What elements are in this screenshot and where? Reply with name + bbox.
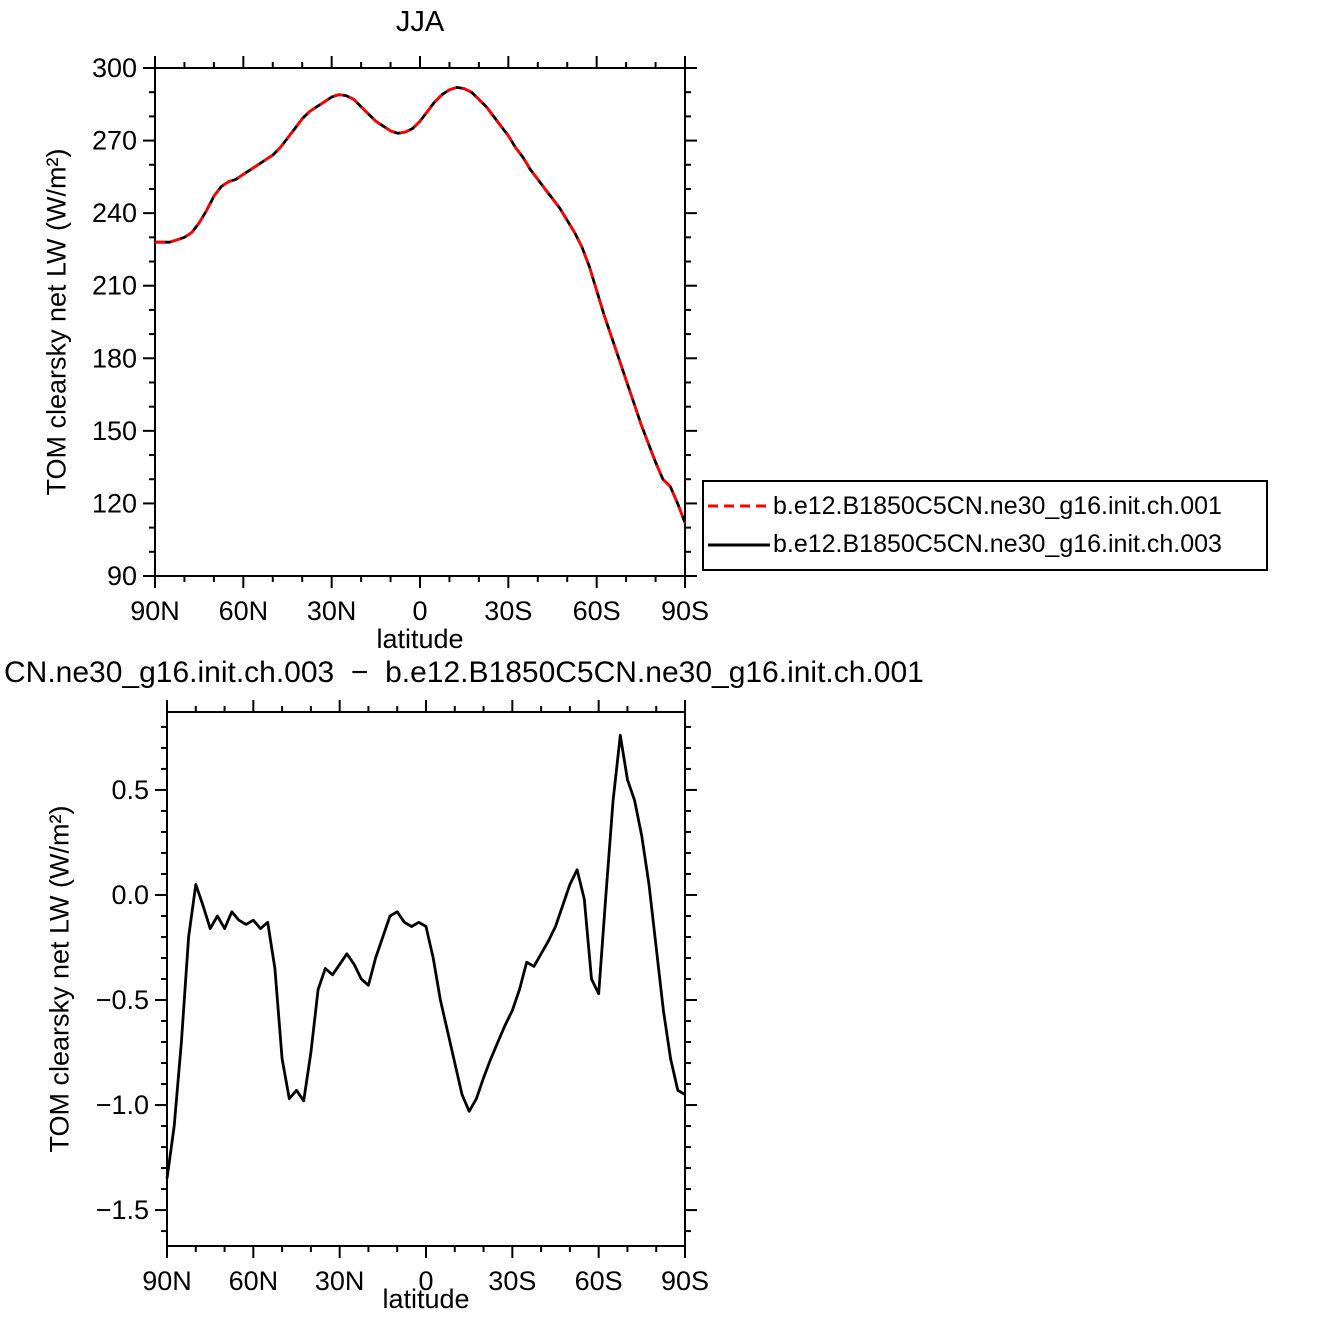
x-tick-label: 90N — [142, 1266, 192, 1296]
x-tick-label: 0 — [412, 596, 427, 626]
bottom-chart-xlabel: latitude — [382, 1284, 470, 1314]
x-tick-label: 30N — [307, 596, 357, 626]
series-line — [165, 733, 686, 1179]
x-tick-label: 30S — [484, 596, 532, 626]
x-tick-label: 30S — [488, 1266, 536, 1296]
y-tick-label: 240 — [92, 198, 137, 228]
y-tick-label: −1.0 — [96, 1090, 149, 1120]
x-tick-label: 0 — [418, 1266, 433, 1296]
plot-frame — [166, 711, 686, 1247]
y-tick-label: −0.5 — [96, 985, 149, 1015]
plot-frame-and-ticks — [143, 56, 697, 588]
legend-item: b.e12.B1850C5CN.ne30_g16.init.ch.003 — [708, 530, 1266, 559]
legend-line-red-dashed-icon — [708, 504, 770, 508]
y-tick-label: 150 — [92, 416, 137, 446]
legend-label: b.e12.B1850C5CN.ne30_g16.init.ch.003 — [773, 530, 1222, 559]
y-tick-label: 180 — [92, 343, 137, 373]
y-tick-label: 90 — [107, 561, 137, 591]
bottom-chart-ylabel: TOM clearsky net LW (W/m²) — [44, 805, 75, 1153]
x-tick-label: 90S — [661, 1266, 709, 1296]
series-line — [155, 86, 687, 524]
y-tick-label: 120 — [92, 488, 137, 518]
y-tick-label: 300 — [92, 53, 137, 83]
x-tick-label: 90S — [661, 596, 709, 626]
top-chart-xlabel: latitude — [376, 624, 464, 654]
y-tick-label: 0.5 — [111, 775, 149, 805]
x-tick-label: 60N — [229, 1266, 279, 1296]
y-tick-label: 210 — [92, 271, 137, 301]
top-chart-title: JJA — [395, 6, 445, 38]
x-tick-label: 90N — [130, 596, 180, 626]
x-tick-label: 60S — [573, 596, 621, 626]
x-tick-label: 30N — [315, 1266, 365, 1296]
y-tick-label: −1.5 — [96, 1195, 149, 1225]
y-tick-label: 0.0 — [111, 880, 149, 910]
bottom-chart-title: CN.ne30_g16.init.ch.003 − b.e12.B1850C5C… — [4, 656, 924, 689]
y-tick-label: 270 — [92, 126, 137, 156]
plot-frame-and-ticks — [155, 700, 697, 1258]
legend-label: b.e12.B1850C5CN.ne30_g16.init.ch.001 — [773, 491, 1222, 520]
legend-line-black-solid-icon — [708, 543, 770, 547]
legend-item: b.e12.B1850C5CN.ne30_g16.init.ch.001 — [708, 492, 1266, 521]
x-tick-label: 60S — [575, 1266, 623, 1296]
x-tick-label: 60N — [219, 596, 269, 626]
legend: b.e12.B1850C5CN.ne30_g16.init.ch.001 b.e… — [702, 480, 1268, 571]
